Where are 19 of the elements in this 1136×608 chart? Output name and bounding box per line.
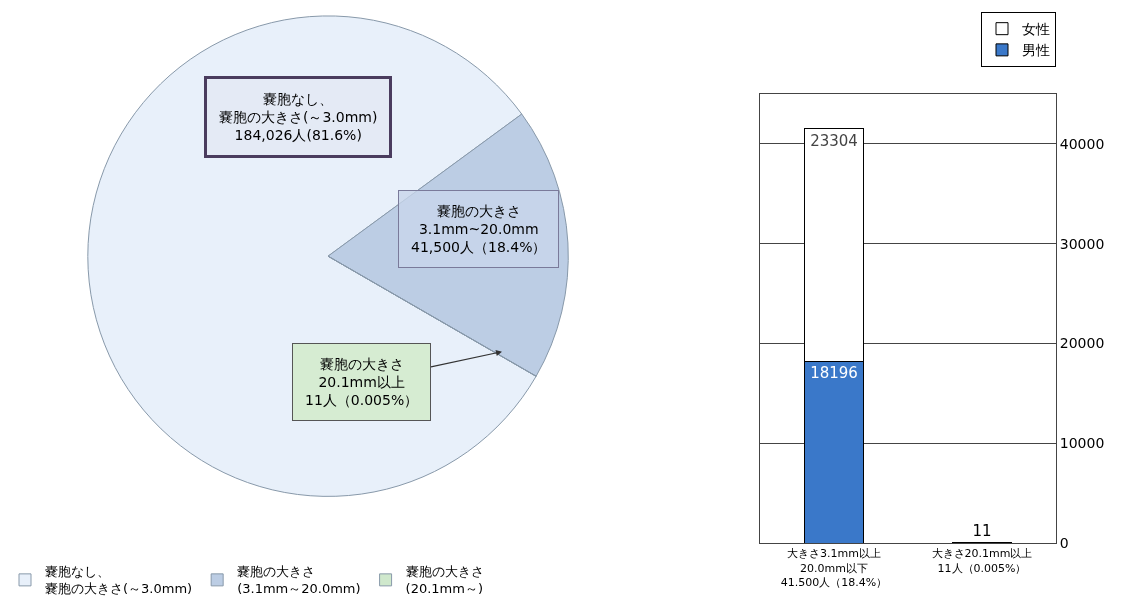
x-tick-label: 大きさ3.1mm以上 20.0mm以下 41.500人（18.4%） bbox=[780, 547, 888, 589]
slice-label: 嚢胞なし、嚢胞の大きさ(～3.0mm) bbox=[219, 91, 378, 126]
legend-label: 女性 bbox=[1022, 21, 1050, 38]
data-label: 18196 bbox=[810, 364, 858, 383]
legend-label: 嚢胞なし、嚢胞の大きさ(～3.0mm) bbox=[45, 564, 193, 597]
y-tick-label: 20000 bbox=[1059, 335, 1105, 352]
y-tick-label: 40000 bbox=[1059, 135, 1105, 152]
legend-label: 嚢胞の大きさ (3.1mm～20.0mm) bbox=[237, 564, 361, 597]
x-tick-label: 大きさ20.1mm以上 11人（0.005%） bbox=[931, 547, 1033, 575]
data-label: 23304 bbox=[810, 131, 858, 150]
legend-label: 嚢胞の大きさ (20.1mm～) bbox=[405, 564, 484, 597]
text: 嚢胞の大きさ 3.1mm~20.0mm 41,500人（18.4%） bbox=[411, 203, 547, 256]
y-tick-label: 30000 bbox=[1059, 235, 1105, 252]
y-tick-label: 10000 bbox=[1059, 435, 1105, 452]
text: 嚢胞の大きさ 20.1mm以上 11人（0.005%） bbox=[305, 356, 419, 409]
legend-label: 男性 bbox=[1022, 42, 1050, 59]
y-tick-label: 0 bbox=[1059, 534, 1069, 551]
text: 184,026人(81.6%) bbox=[234, 127, 362, 144]
data-label: 11 bbox=[972, 521, 992, 540]
